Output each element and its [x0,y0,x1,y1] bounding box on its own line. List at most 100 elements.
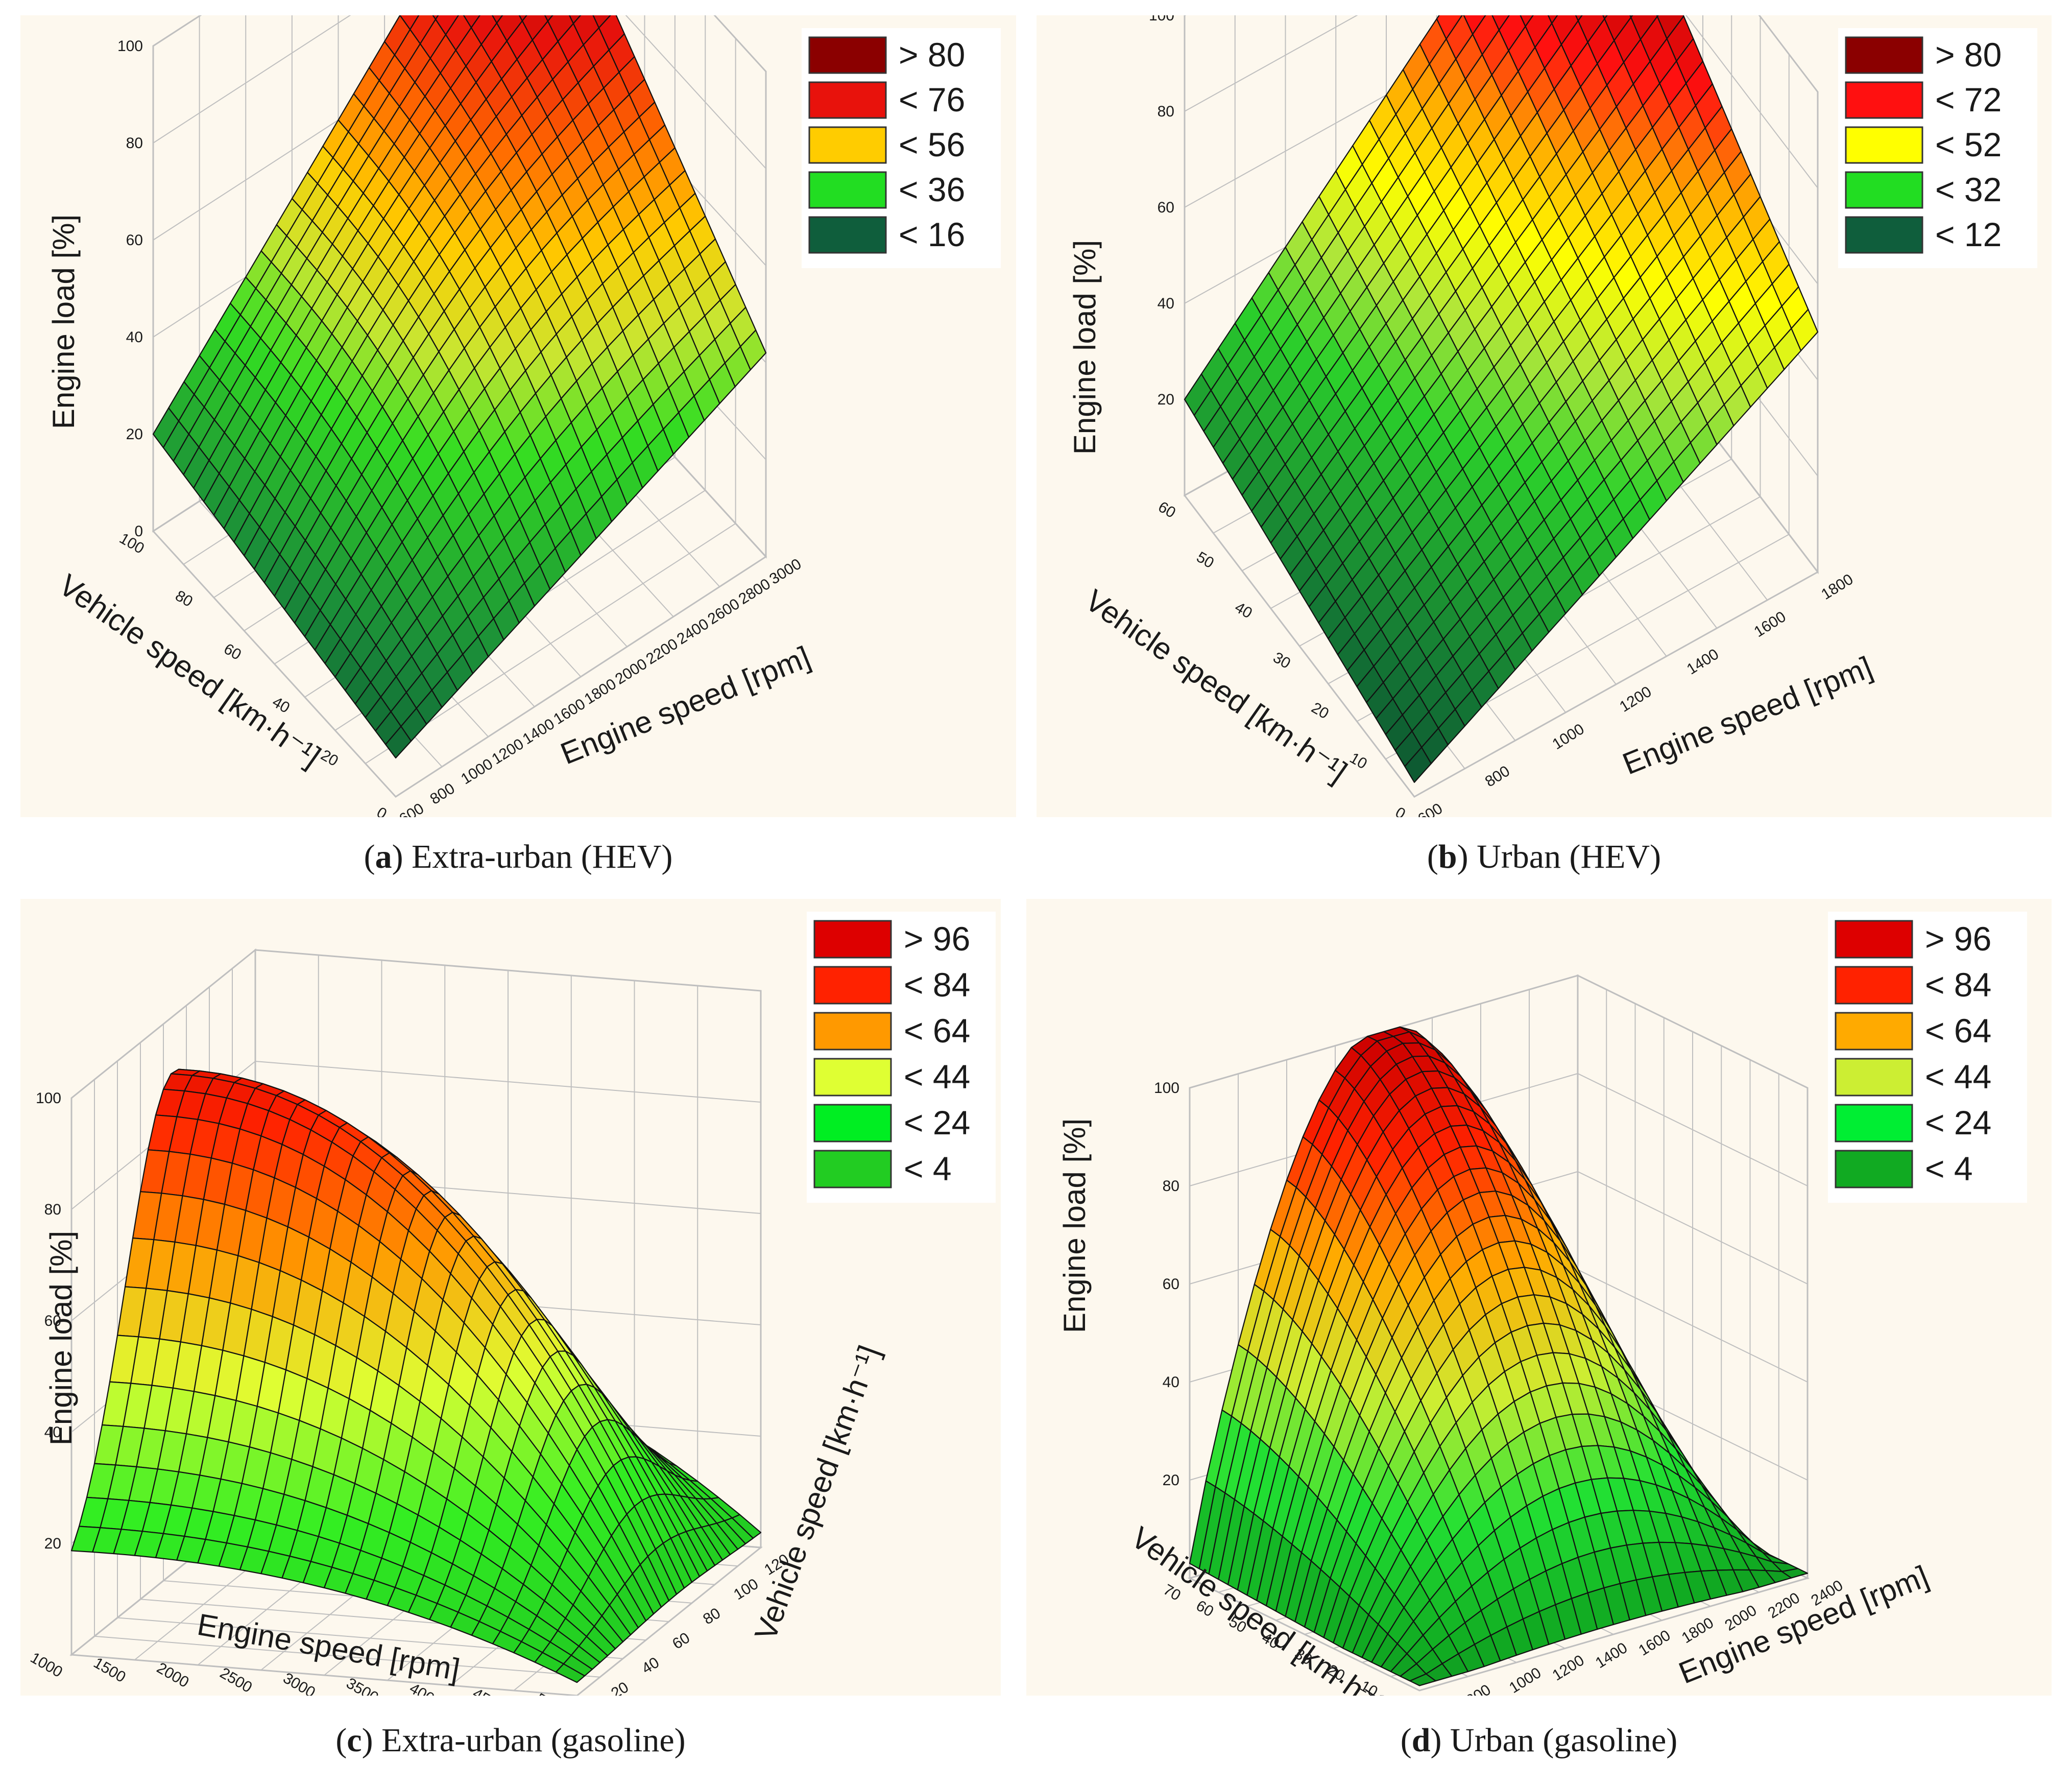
z-axis-title: Engine load [%] [46,215,81,429]
y-tick-label: 1200 [489,735,526,768]
x-tick-label: 1000 [28,1649,65,1681]
z-gridline [71,1060,761,1210]
legend-label: > 96 [1925,920,1991,958]
legend-label: < 16 [899,216,965,253]
y-axis-title: Engine speed [rpm] [556,639,815,771]
legend-swatch [1835,966,1913,1005]
caption-text-a: Extra-urban (HEV) [412,838,673,875]
z-tick-label: 20 [1158,391,1174,408]
chart-panel-c: 2040608010050004500400035003000250020001… [20,899,1001,1696]
y-tick-label: 2200 [643,635,681,668]
legend-swatch [813,1150,892,1188]
x-tick-label: 20 [1309,699,1332,722]
y-tick-label: 1800 [582,676,619,708]
legend-label: < 12 [1935,216,2002,253]
y-tick-label: 1800 [1818,571,1856,603]
legend-label: < 64 [1925,1012,1991,1050]
legend-label: < 84 [904,966,970,1004]
surface-chart-d: 2040608010001020304050607060080010001200… [1057,912,2027,1696]
z-tick-label: 80 [126,135,143,152]
legend-swatch [813,1012,892,1051]
y-tick-label: 2400 [674,615,712,648]
legend-swatch [808,81,887,119]
x-axis-title: Vehicle speed [km·h⁻¹] [1079,583,1353,789]
caption-d: (d) Urban (gasoline) [1400,1722,1678,1759]
z-tick-label: 60 [44,1313,61,1329]
legend-swatch [808,216,887,254]
caption-text-b: Urban (HEV) [1477,838,1661,875]
x-tick-label: 0 [374,804,390,817]
legend: > 96 < 84 < 64 < 44 < 24 < 4 [1828,912,2027,1203]
z-tick-label: 100 [117,38,143,55]
surface-cell [544,15,553,22]
x-tick-label: 40 [1232,599,1255,622]
z-tick-label: 40 [1163,1374,1179,1391]
chart-panel-b: 20 40 60 80 100 0 10 20 30 40 50 60 600 800 1000 1200 14… [1037,15,2052,817]
z-tick-label: 80 [1158,103,1174,120]
z-tick-label: 40 [126,329,143,346]
legend-swatch [1845,36,1923,74]
legend-label: < 72 [1935,81,2002,118]
legend-label: > 96 [904,920,970,958]
caption-letter-b: b [1438,838,1457,875]
z-tick-label: 20 [126,426,143,443]
legend: > 80 < 72 < 52 < 32 < 12 [1838,28,2037,268]
y-tick-label: 1600 [1751,608,1789,640]
z-tick-label: 80 [44,1201,61,1218]
surface-cell [1404,747,1432,783]
y-tick-label: 20 [608,1679,632,1696]
z-tick-label: 40 [1158,295,1174,312]
y-tick-label: 1000 [1550,721,1587,753]
legend-label: < 44 [1925,1058,1991,1096]
z-tick-label: 100 [36,1090,61,1107]
z-axis-title: Engine load [%] [1068,240,1102,455]
legend-swatch [813,1058,892,1097]
legend-label: < 4 [1925,1150,1973,1187]
z-tick-label: 20 [44,1535,61,1552]
x-tick-label: 60 [1155,498,1178,521]
x-tick-label: 0 [1392,804,1408,817]
legend-label: < 76 [899,81,965,118]
legend-label: < 36 [899,171,965,208]
legend-label: < 52 [1935,126,2002,163]
y-tick-label: 1800 [1679,1614,1717,1647]
legend-label: < 4 [904,1150,952,1187]
surface-mesh [1184,15,1819,783]
y-axis-title: Vehicle speed [km·h⁻¹] [748,1341,886,1645]
surface-cell [518,15,527,22]
legend-swatch [813,1104,892,1143]
y-tick-label: 100 [731,1576,761,1604]
z-gridline [1184,15,1818,188]
y-tick-label: 80 [700,1605,724,1628]
chart-panel-d: 2040608010001020304050607060080010001200… [1026,899,2052,1696]
legend-swatch [1835,1150,1913,1188]
caption-text-d: Urban (gasoline) [1450,1722,1678,1759]
y-tick-label: 1400 [520,716,558,748]
surface-chart-a: 0204060801000204060801006008001000120014… [46,15,1001,817]
y-tick-label: 1400 [1684,646,1722,678]
z-tick-label: 40 [44,1424,61,1441]
legend: > 80 < 76 < 56 < 36 < 16 [802,28,1001,268]
legend-label: < 64 [904,1012,970,1050]
z-tick-label: 0 [134,523,143,540]
legend-swatch [813,966,892,1005]
legend-swatch [813,920,892,959]
surface-mesh [70,1068,762,1683]
surface-cell [1409,1673,1436,1686]
z-tick-label: 60 [126,232,143,249]
x-tick-label: 30 [1270,649,1293,672]
y-tick-label: 800 [1482,763,1513,791]
z-tick-label: 60 [1158,199,1174,216]
legend-swatch [808,126,887,164]
caption-text-c: Extra-urban (gasoline) [381,1722,686,1759]
z-axis-title: Engine load [%] [1057,1118,1092,1333]
legend-swatch [1845,81,1923,119]
z-tick-label: 100 [1149,15,1174,24]
y-tick-label: 3000 [766,556,804,588]
surface-mesh [152,15,767,759]
y-tick-label: 800 [427,780,458,808]
caption-letter-c: c [347,1722,362,1759]
z-tick-label: 60 [1163,1276,1179,1293]
y-tick-label: 1400 [1593,1639,1630,1672]
caption-a: (a) Extra-urban (HEV) [364,838,673,875]
